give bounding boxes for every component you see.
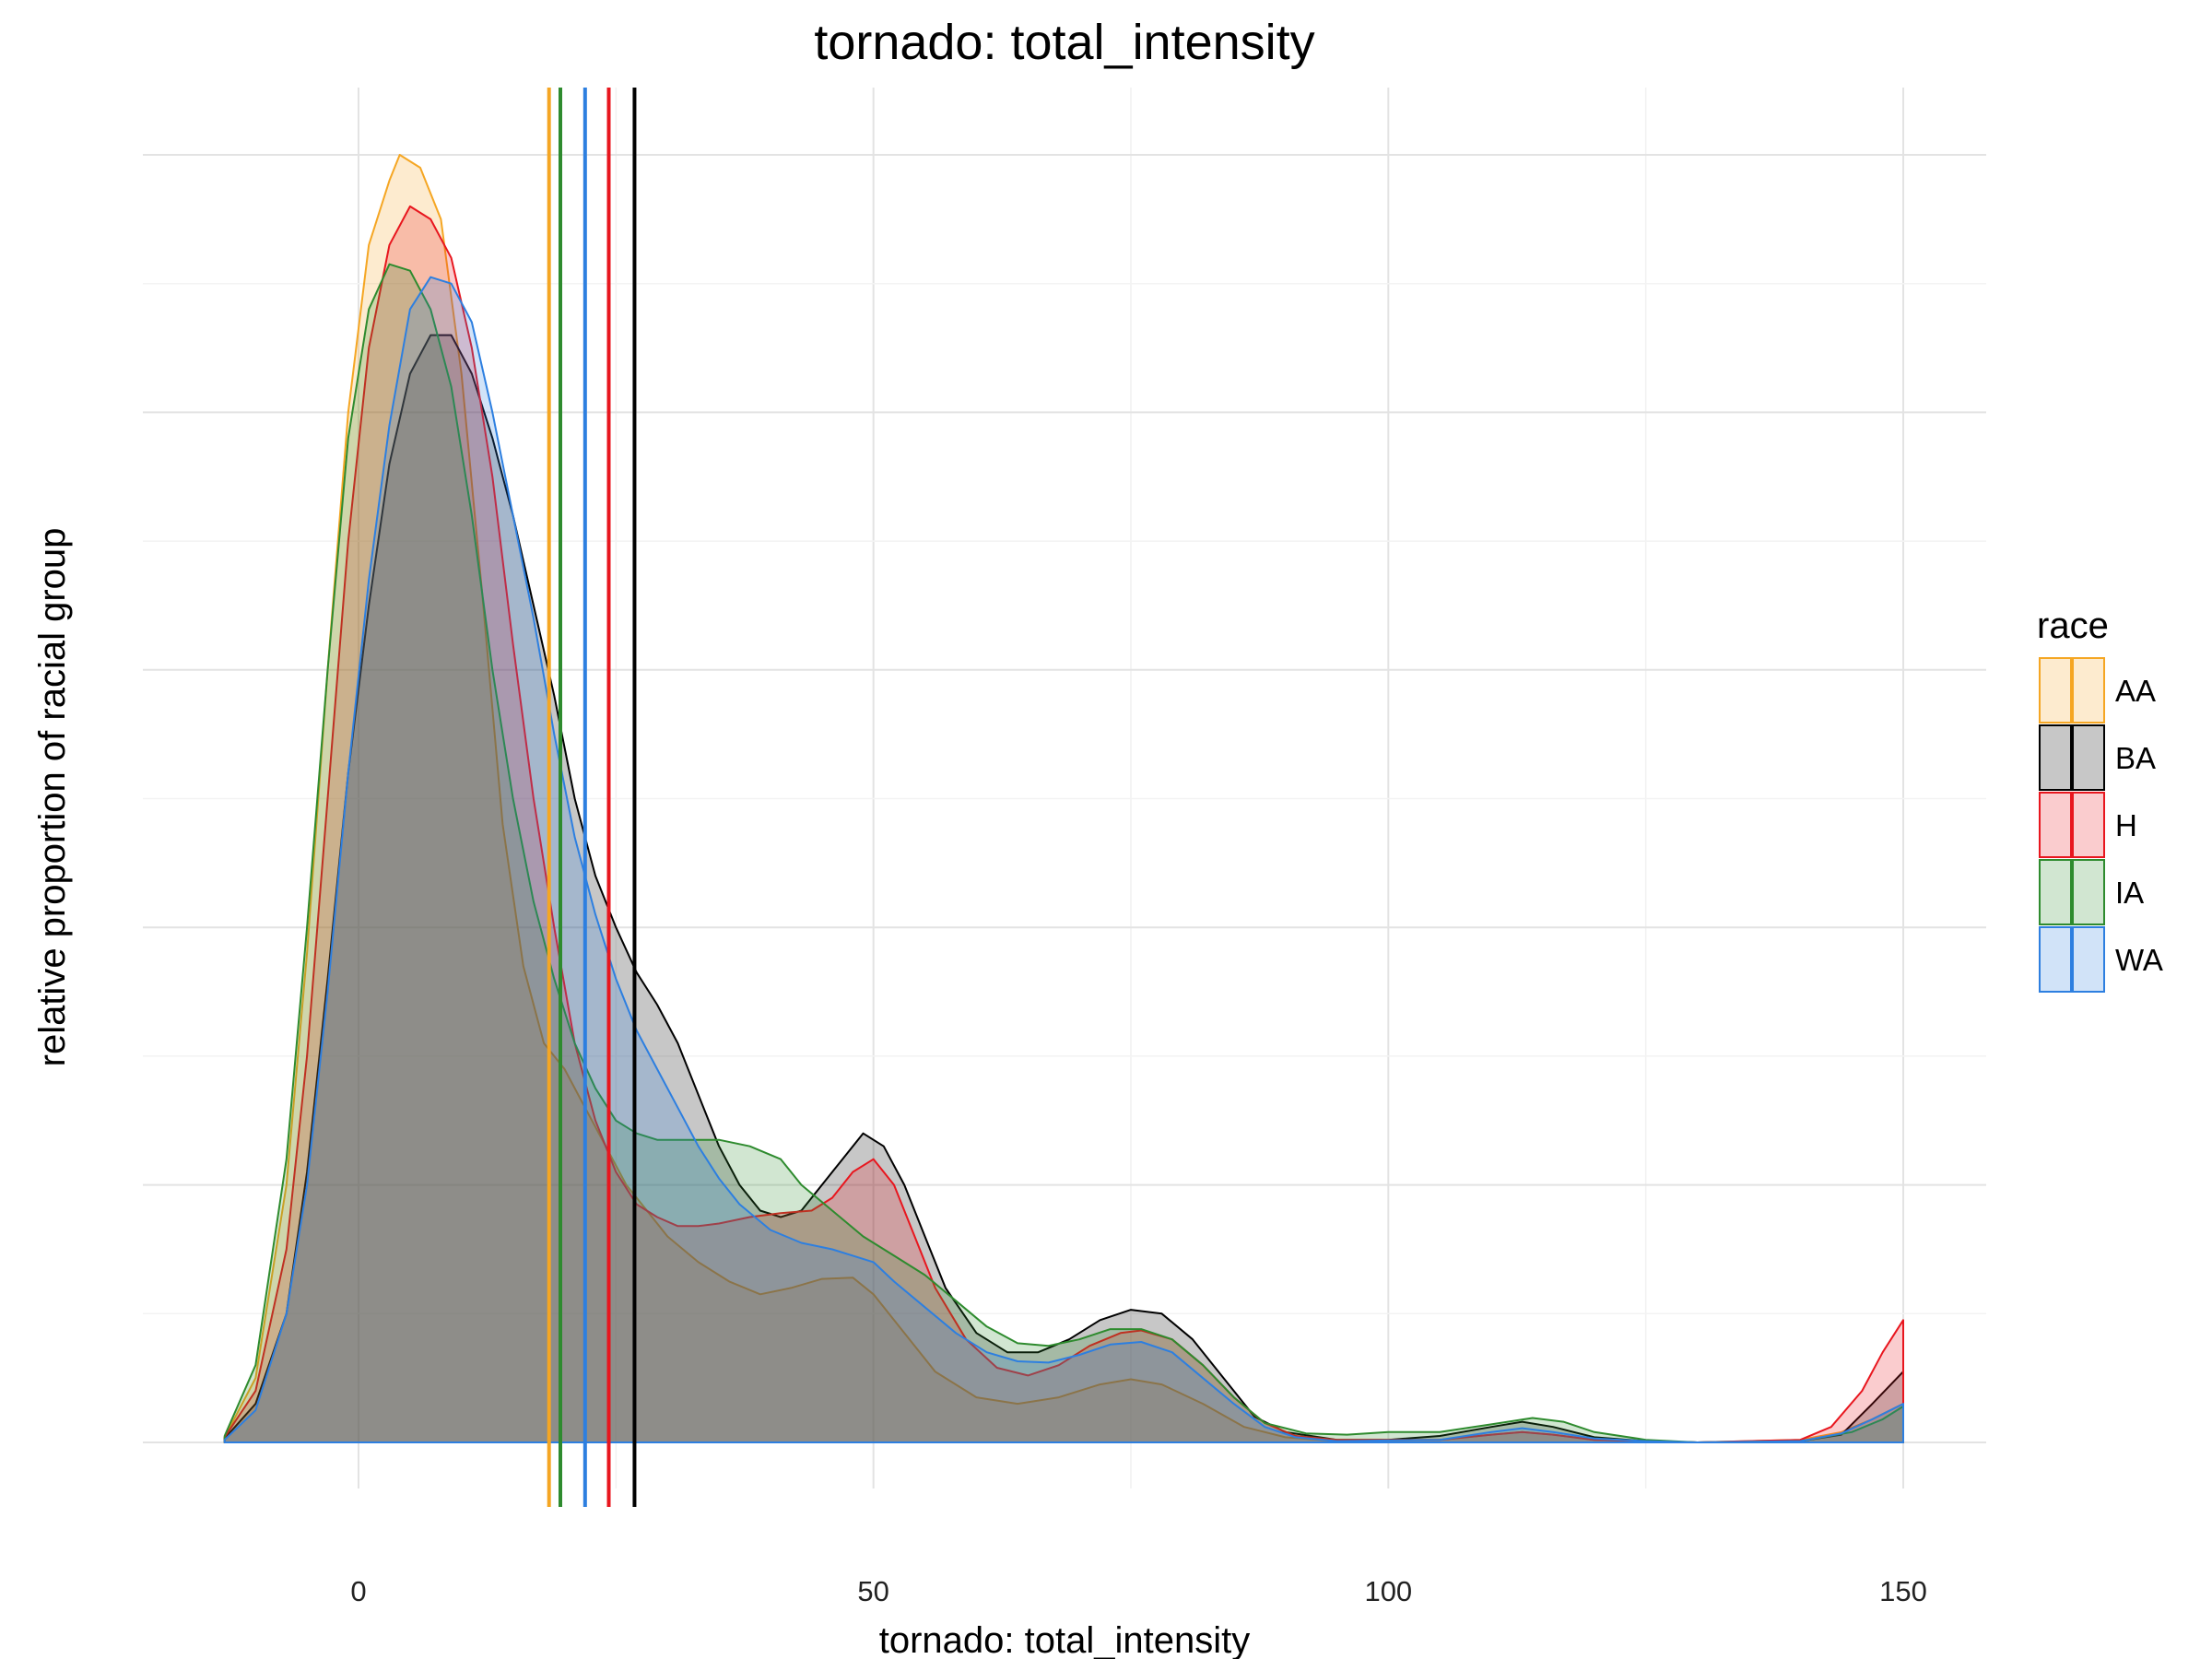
chart-title: tornado: total_intensity xyxy=(814,15,1314,70)
grid-lines xyxy=(143,88,1986,1488)
legend-title: race xyxy=(2037,606,2109,646)
legend-item-h: H xyxy=(2039,792,2137,858)
legend-label-h: H xyxy=(2115,808,2137,842)
legend-label-wa: WA xyxy=(2115,943,2163,977)
legend-item-wa: WA xyxy=(2039,926,2163,993)
x-axis-title: tornado: total_intensity xyxy=(879,1620,1250,1659)
y-axis-title: relative proportion of racial group xyxy=(32,528,73,1067)
density-area-h xyxy=(223,205,1904,1443)
density-area-ba xyxy=(223,334,1904,1443)
legend-label-ia: IA xyxy=(2115,876,2144,910)
legend-item-ia: IA xyxy=(2039,859,2144,925)
x-tick-label: 100 xyxy=(1364,1575,1412,1607)
x-tick-label: 50 xyxy=(857,1575,888,1607)
legend-label-aa: AA xyxy=(2115,674,2156,708)
legend-label-ba: BA xyxy=(2115,741,2156,775)
x-tick-label: 0 xyxy=(350,1575,366,1607)
mean-lines xyxy=(547,88,637,1507)
density-area-wa xyxy=(223,276,1904,1443)
legend: race AA BA H IA WA xyxy=(2037,606,2163,993)
legend-item-aa: AA xyxy=(2039,657,2156,724)
x-tick-label: 150 xyxy=(1879,1575,1927,1607)
density-areas xyxy=(223,154,1904,1443)
density-area-ia xyxy=(223,263,1904,1443)
legend-item-ba: BA xyxy=(2039,724,2156,791)
x-tick-labels: 0 50 100 150 xyxy=(350,1575,1926,1607)
